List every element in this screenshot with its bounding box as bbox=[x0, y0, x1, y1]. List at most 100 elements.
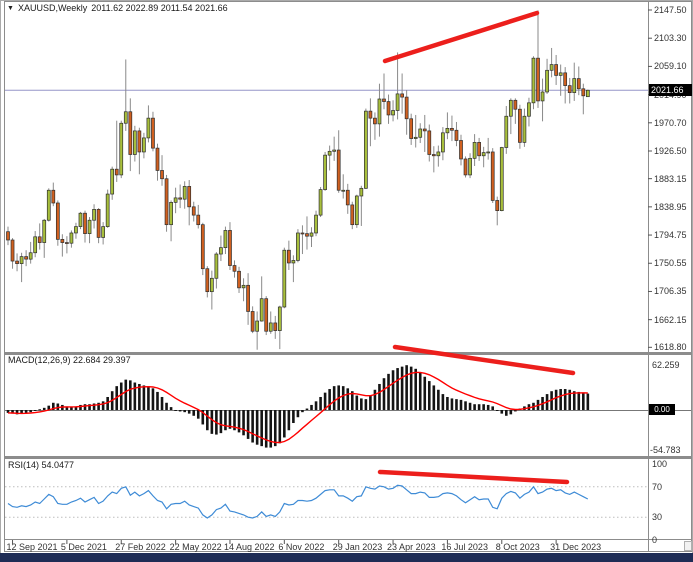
macd-bar bbox=[468, 402, 472, 410]
bull-candle bbox=[508, 99, 513, 117]
bull-candle bbox=[259, 298, 264, 322]
bear-candle bbox=[567, 85, 572, 93]
rsi-axis-label: 0 bbox=[652, 535, 658, 545]
bear-candle bbox=[427, 130, 432, 155]
macd-bar bbox=[237, 410, 241, 433]
bull-candle bbox=[74, 226, 78, 234]
bear-candle bbox=[155, 147, 160, 171]
bull-candle bbox=[46, 189, 51, 221]
macd-bar bbox=[355, 395, 359, 410]
macd-bar bbox=[20, 410, 23, 414]
macd-bar bbox=[160, 396, 164, 410]
bull-candle bbox=[69, 232, 74, 244]
bear-candle bbox=[137, 130, 142, 153]
macd-bar bbox=[38, 409, 42, 411]
trendline-macd[interactable] bbox=[392, 344, 576, 376]
bull-candle bbox=[545, 69, 549, 93]
bear-candle bbox=[160, 170, 164, 180]
macd-bar bbox=[92, 403, 96, 410]
macd-bar bbox=[332, 386, 336, 410]
macd-bar bbox=[509, 410, 513, 415]
macd-bar bbox=[292, 410, 295, 424]
bear-candle bbox=[187, 186, 192, 208]
bear-candle bbox=[6, 231, 10, 241]
macd-zero-badge: 0.00 bbox=[649, 404, 675, 415]
chart-frame bbox=[4, 1, 692, 552]
bull-candle bbox=[123, 111, 128, 124]
macd-bar bbox=[33, 410, 37, 411]
bull-candle bbox=[377, 98, 382, 125]
macd-bar bbox=[378, 383, 381, 410]
symbol-dropdown-icon[interactable]: ▼ bbox=[7, 4, 14, 12]
macd-bar bbox=[278, 410, 282, 444]
bear-candle bbox=[60, 239, 65, 243]
bottom-status-bar bbox=[0, 553, 693, 562]
bear-candle bbox=[495, 200, 500, 212]
bull-candle bbox=[391, 110, 395, 116]
price-axis-label: 1662.15 bbox=[654, 314, 687, 325]
macd-bar bbox=[165, 402, 168, 410]
bear-candle bbox=[37, 236, 42, 243]
bear-candle bbox=[386, 101, 391, 116]
trendline-price[interactable] bbox=[382, 10, 540, 64]
macd-bar bbox=[418, 372, 422, 410]
bear-candle bbox=[300, 232, 305, 235]
macd-bar bbox=[174, 410, 177, 411]
bull-candle bbox=[585, 89, 590, 98]
bull-candle bbox=[341, 189, 346, 192]
macd-bar bbox=[301, 410, 304, 413]
macd-bar bbox=[486, 404, 490, 410]
macd-bar bbox=[350, 391, 354, 410]
bear-candle bbox=[576, 78, 581, 90]
macd-bar bbox=[423, 376, 427, 410]
candlestick-series bbox=[6, 10, 590, 350]
macd-bar bbox=[192, 410, 196, 416]
macd-bar bbox=[505, 410, 508, 416]
bear-candle bbox=[477, 142, 481, 157]
bull-candle bbox=[119, 122, 124, 176]
price-axis-label: 1926.50 bbox=[654, 145, 687, 156]
macd-bar bbox=[437, 389, 440, 410]
price-axis-label: 1618.80 bbox=[654, 342, 687, 353]
macd-bar bbox=[464, 401, 467, 410]
price-axis-label: 2059.10 bbox=[654, 61, 687, 72]
trendline-rsi[interactable] bbox=[377, 469, 570, 485]
bull-candle bbox=[445, 127, 450, 134]
bull-candle bbox=[318, 189, 323, 216]
bear-candle bbox=[200, 224, 205, 270]
time-axis-label: 6 Nov 2022 bbox=[278, 542, 325, 552]
bull-candle bbox=[105, 193, 110, 227]
bull-candle bbox=[296, 232, 300, 261]
macd-bar bbox=[360, 398, 363, 410]
bear-candle bbox=[422, 128, 427, 132]
bull-candle bbox=[364, 110, 368, 189]
macd-bar bbox=[568, 389, 572, 410]
macd-bar bbox=[246, 410, 250, 439]
macd-bar bbox=[233, 410, 236, 431]
bear-candle bbox=[404, 96, 409, 120]
time-axis-label: 5 Dec 2021 bbox=[60, 542, 107, 552]
bull-candle bbox=[78, 212, 83, 227]
bull-candle bbox=[504, 115, 509, 148]
bear-candle bbox=[15, 260, 19, 264]
macd-bar bbox=[582, 392, 585, 410]
macd-bar bbox=[554, 389, 558, 410]
bull-candle bbox=[323, 154, 327, 190]
symbol-title: XAUUSD,Weekly bbox=[17, 3, 88, 13]
macd-axis-top: 62.259 bbox=[652, 360, 680, 370]
macd-bar bbox=[201, 410, 205, 425]
bear-candle bbox=[264, 298, 269, 332]
bear-candle bbox=[368, 110, 373, 119]
macd-bar bbox=[138, 383, 141, 410]
macd-bar bbox=[15, 410, 19, 415]
bear-candle bbox=[581, 88, 586, 97]
macd-bar bbox=[514, 410, 517, 412]
bull-candle bbox=[291, 260, 296, 264]
bull-candle bbox=[436, 151, 441, 157]
bull-candle bbox=[499, 147, 504, 212]
bear-candle bbox=[178, 197, 182, 200]
current-price-badge: 2021.66 bbox=[649, 84, 692, 96]
macd-bar bbox=[310, 404, 313, 410]
bull-candle bbox=[314, 214, 318, 234]
